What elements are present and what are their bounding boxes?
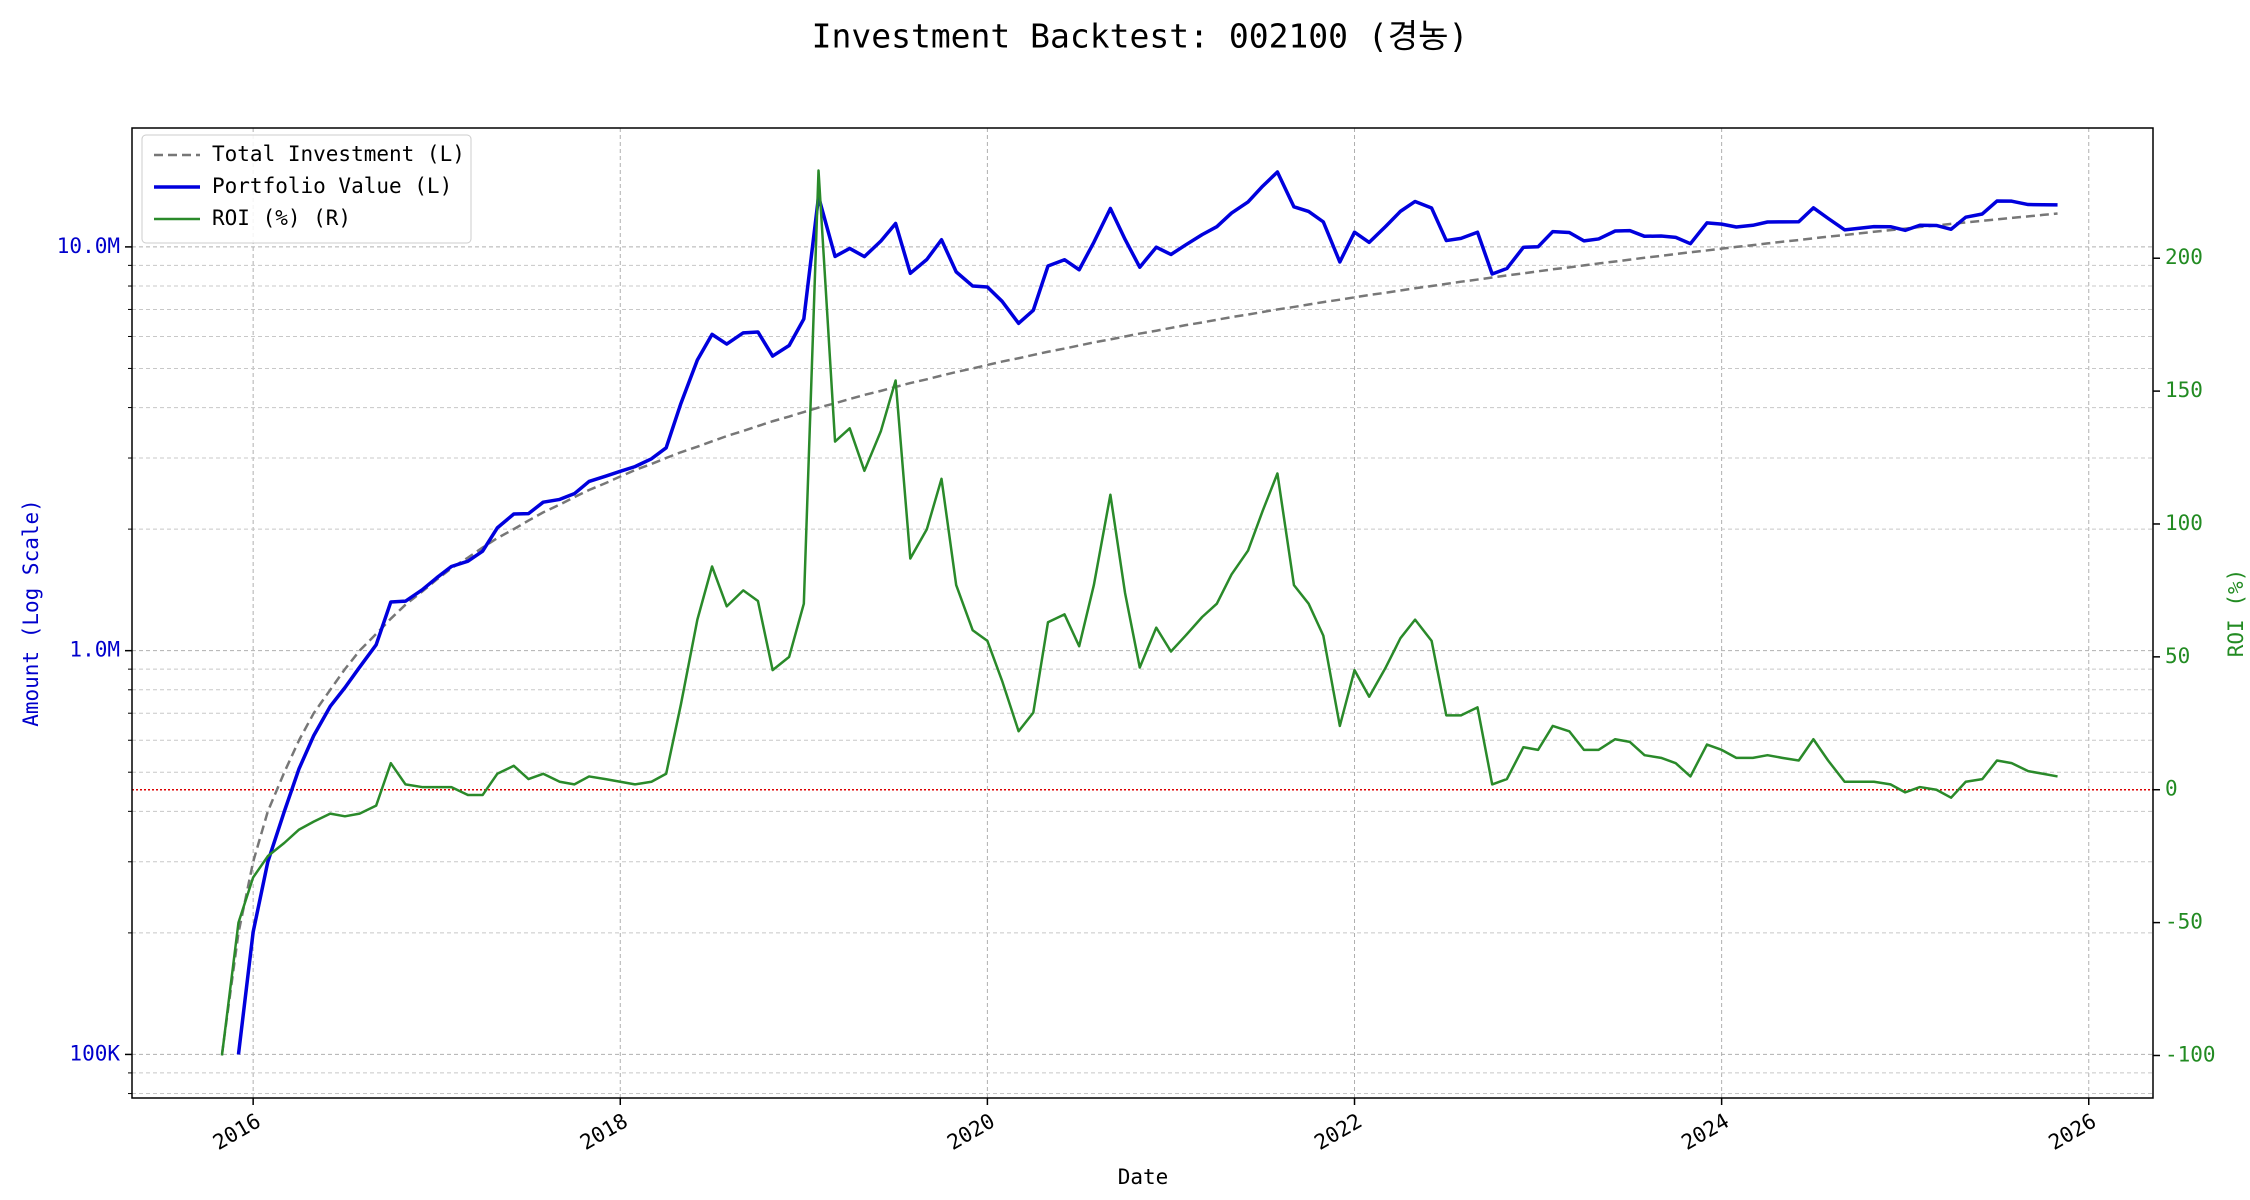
y-tick-label: 10.0M — [57, 234, 120, 258]
plot — [132, 169, 2153, 1056]
legend-label: Total Investment (L) — [212, 142, 465, 166]
x-tick-label: 2018 — [576, 1109, 632, 1155]
y-tick-label: 100K — [69, 1041, 120, 1065]
legend-label: ROI (%) (R) — [212, 206, 351, 230]
legend-label: Portfolio Value (L) — [212, 174, 452, 198]
x-tick-label: 2024 — [1677, 1109, 1733, 1155]
series-line — [236, 170, 2058, 1055]
y2-tick-label: -100 — [2165, 1042, 2216, 1066]
plot-frame — [131, 127, 2154, 1099]
y2-tick-label: -50 — [2165, 910, 2203, 934]
y-tick-label: 1.0M — [69, 638, 120, 662]
y-axis-label: Amount (Log Scale) — [19, 499, 43, 727]
y2-tick-label: 0 — [2165, 777, 2178, 801]
legend-box — [141, 134, 472, 244]
series-line — [220, 212, 2058, 1055]
y2-tick-label: 150 — [2165, 378, 2203, 402]
y2-tick-label: 200 — [2165, 245, 2203, 269]
x-tick-label: 2026 — [2044, 1109, 2100, 1155]
legend: Total Investment (L) Portfolio Value (L) R… — [141, 134, 472, 244]
x-tick-label: 2022 — [1310, 1109, 1366, 1155]
chart-title: Investment Backtest: 002100 (경농) — [812, 17, 1469, 56]
series-line — [220, 169, 2058, 1056]
x-axis-label: Date — [1118, 1165, 1169, 1189]
x-tick-label: 2016 — [209, 1109, 265, 1155]
y2-axis-label: ROI (%) — [2224, 569, 2248, 658]
y2-tick-label: 50 — [2165, 644, 2190, 668]
x-tick-label: 2020 — [943, 1109, 999, 1155]
y2-tick-label: 100 — [2165, 511, 2203, 535]
grid: 2016 2018 2020 2022 2024 2026 100K 1.0M 10.0M -10… — [57, 128, 2216, 1155]
